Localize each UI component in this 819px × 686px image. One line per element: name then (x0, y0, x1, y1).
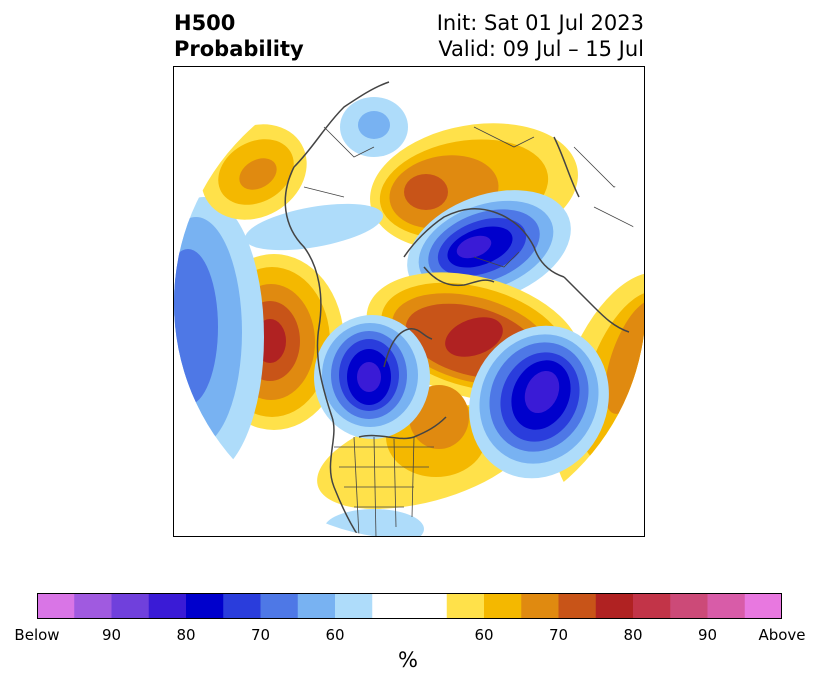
colorbar-swatch (37, 593, 75, 619)
colorbar-tick-label: 70 (548, 626, 569, 644)
colorbar-swatch (595, 593, 634, 619)
colorbar-swatch (223, 593, 261, 619)
political-borders (303, 126, 644, 536)
colorbar-swatch (670, 593, 708, 619)
map-title: H500 Probability (174, 10, 304, 62)
colorbar-swatch (297, 593, 336, 619)
colorbar-unit: % (398, 648, 418, 672)
colorbar-border (37, 593, 782, 619)
colorbar-swatch (633, 593, 671, 619)
anomaly-trough-north-band (244, 97, 408, 251)
colorbar-swatch (558, 593, 597, 619)
colorbar-swatch (446, 593, 485, 619)
probability-map (174, 67, 644, 536)
colorbar-tick-label: 90 (101, 626, 122, 644)
colorbar-swatch (186, 593, 224, 619)
anomaly-trough-west-pacific (174, 197, 264, 477)
colorbar-swatch (707, 593, 746, 619)
colorbar-tick-label: 80 (176, 626, 196, 644)
title-line-2: Probability (174, 37, 304, 61)
colorbar (37, 593, 782, 619)
colorbar-swatch (484, 593, 522, 619)
colorbar-tick-label: Above (758, 626, 806, 644)
anomaly-ridge-arctic (370, 123, 578, 251)
colorbar-swatch (521, 593, 559, 619)
colorbar-tick-label: 80 (623, 626, 643, 644)
colorbar-tick-label: 90 (697, 626, 718, 644)
title-line-1: H500 (174, 11, 236, 35)
colorbar-swatch (335, 593, 373, 619)
anomaly-trough-canada (314, 315, 430, 439)
colorbar-swatch (111, 593, 150, 619)
colorbar-swatch (744, 593, 782, 619)
init-date: Init: Sat 01 Jul 2023 (436, 11, 644, 35)
colorbar-tick-label: 60 (325, 626, 345, 644)
colorbar-tick-label: 70 (250, 626, 271, 644)
colorbar-swatch (74, 593, 112, 619)
colorbar-tick-label: 60 (474, 626, 494, 644)
coastlines (284, 81, 630, 536)
colorbar-swatch (260, 593, 299, 619)
colorbar-tick-label: Below (14, 626, 60, 644)
colorbar-swatch (409, 593, 448, 619)
colorbar-swatch (148, 593, 187, 619)
colorbar-tick-labels: Below 90 80 70 60 60 70 80 90 Above (0, 626, 819, 646)
colorbar-swatches (37, 593, 782, 619)
map-panel (173, 66, 645, 537)
date-info: Init: Sat 01 Jul 2023 Valid: 09 Jul – 15… (437, 10, 644, 62)
colorbar-swatch (372, 593, 410, 619)
valid-period: Valid: 09 Jul – 15 Jul (438, 37, 644, 61)
anomaly-trough-atlantic (469, 325, 609, 479)
